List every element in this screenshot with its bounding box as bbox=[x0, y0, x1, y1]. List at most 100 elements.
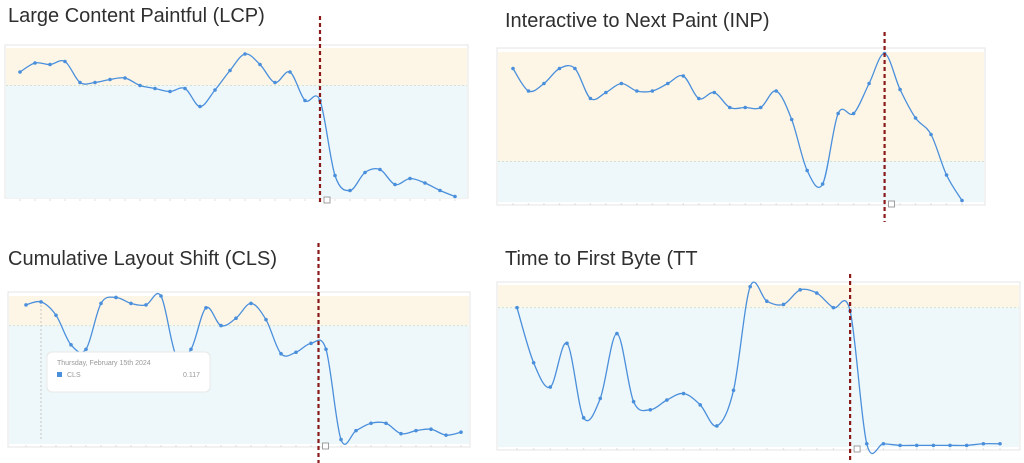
data-point bbox=[204, 306, 208, 310]
axis-dot bbox=[932, 448, 935, 450]
data-point bbox=[781, 302, 786, 307]
axis-dot bbox=[632, 448, 635, 450]
data-point bbox=[438, 188, 442, 193]
chart-title: Large Content Paintful (LCP) bbox=[8, 5, 265, 27]
data-point bbox=[129, 301, 133, 306]
data-point bbox=[820, 182, 825, 186]
axis-dot bbox=[244, 199, 246, 201]
data-point bbox=[219, 323, 223, 328]
data-point bbox=[63, 59, 67, 64]
data-point bbox=[198, 104, 202, 109]
data-point bbox=[234, 316, 238, 321]
data-point bbox=[526, 89, 531, 93]
data-point bbox=[635, 89, 639, 93]
data-point bbox=[333, 173, 337, 178]
warn-band bbox=[9, 296, 469, 326]
data-point bbox=[339, 437, 343, 442]
data-point bbox=[715, 424, 719, 428]
axis-dot bbox=[364, 199, 366, 201]
axis-dot bbox=[982, 448, 985, 450]
data-point bbox=[964, 443, 969, 448]
axis-dot bbox=[19, 199, 21, 201]
data-point bbox=[243, 52, 247, 56]
data-point bbox=[369, 421, 373, 426]
axis-dot bbox=[732, 448, 735, 450]
data-point bbox=[258, 62, 262, 67]
axis-dot bbox=[620, 203, 623, 205]
data-point bbox=[408, 176, 412, 181]
axis-dot bbox=[349, 199, 351, 201]
axis-dot bbox=[424, 199, 426, 201]
axis-dot bbox=[915, 448, 918, 450]
axis-dot bbox=[235, 445, 237, 447]
axis-dot bbox=[304, 199, 306, 201]
data-point bbox=[384, 421, 388, 426]
axis-dot bbox=[999, 448, 1001, 450]
axis-dot bbox=[310, 445, 312, 447]
axis-dot bbox=[40, 445, 42, 447]
axis-dot bbox=[334, 199, 336, 201]
data-point bbox=[914, 443, 919, 448]
data-point bbox=[648, 407, 653, 412]
data-point bbox=[960, 198, 964, 203]
axis-dot bbox=[265, 445, 267, 447]
data-point bbox=[399, 431, 403, 436]
data-point bbox=[831, 305, 836, 310]
data-point bbox=[309, 341, 313, 346]
data-point bbox=[294, 350, 298, 355]
axis-dot bbox=[85, 445, 87, 447]
data-point bbox=[798, 288, 802, 292]
axis-dot bbox=[527, 203, 530, 205]
axis-dot bbox=[385, 445, 387, 447]
data-point bbox=[423, 181, 427, 185]
axis-dot bbox=[815, 448, 818, 450]
data-point bbox=[273, 80, 277, 85]
data-point bbox=[604, 90, 608, 95]
axis-dot bbox=[139, 199, 141, 201]
warn-band bbox=[498, 52, 984, 162]
axis-dot bbox=[205, 445, 207, 447]
data-point bbox=[144, 303, 148, 307]
tooltip-box bbox=[46, 351, 211, 393]
axis-dot bbox=[582, 448, 585, 450]
axis-dot bbox=[379, 199, 381, 201]
data-point bbox=[414, 428, 418, 433]
axis-dot bbox=[899, 203, 901, 205]
data-point bbox=[867, 81, 871, 86]
axis-dot bbox=[682, 203, 685, 205]
data-point bbox=[913, 116, 918, 120]
axis-dot bbox=[832, 448, 835, 450]
data-point bbox=[93, 80, 97, 85]
data-point bbox=[515, 305, 519, 310]
data-point bbox=[511, 66, 515, 71]
good-band bbox=[498, 307, 1019, 447]
axis-dot bbox=[566, 448, 568, 450]
axis-dot bbox=[274, 199, 276, 201]
data-point bbox=[727, 105, 732, 110]
axis-dot bbox=[930, 203, 932, 205]
data-point bbox=[765, 299, 769, 304]
data-point bbox=[581, 416, 586, 420]
chart-title: Time to First Byte (TT bbox=[505, 248, 698, 270]
axis-dot bbox=[666, 448, 668, 450]
axis-dot bbox=[124, 199, 126, 201]
axis-dot bbox=[961, 203, 963, 205]
axis-dot bbox=[145, 445, 147, 447]
axis-dot bbox=[169, 199, 171, 201]
axis-dot bbox=[409, 199, 411, 201]
axis-dot bbox=[782, 448, 785, 450]
axis-dot bbox=[699, 448, 702, 450]
axis-dot bbox=[25, 445, 27, 447]
axis-dot bbox=[70, 445, 72, 447]
axis-dot bbox=[759, 203, 762, 205]
axis-dot bbox=[439, 199, 441, 201]
data-point bbox=[650, 89, 655, 93]
data-point bbox=[444, 433, 448, 437]
marker-icon bbox=[323, 196, 331, 204]
axis-dot bbox=[837, 203, 839, 205]
data-point bbox=[99, 301, 103, 306]
data-point bbox=[189, 347, 193, 352]
data-point bbox=[743, 105, 748, 110]
data-point bbox=[39, 300, 43, 304]
